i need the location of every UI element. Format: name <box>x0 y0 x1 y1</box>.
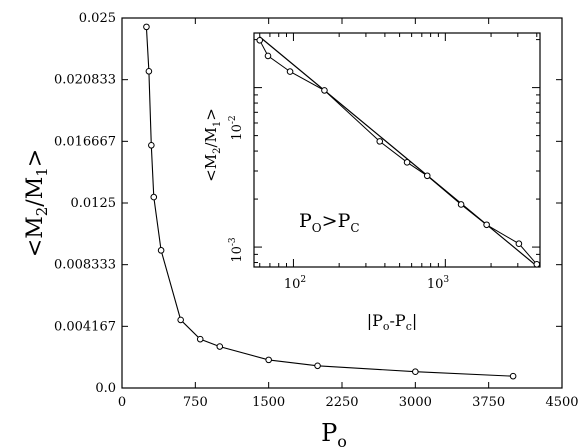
main-data-point <box>265 356 272 364</box>
main-x-tick-label: 2250 <box>325 395 358 410</box>
main-data-point <box>196 335 204 343</box>
inset-plot: 102 103 10-2 10-3 |Po-Pc| <M2/M1> PO>PC <box>202 32 541 333</box>
main-y-tick-label: 0.016667 <box>54 134 116 149</box>
main-y-axis-title: <M2/M1> <box>23 149 51 257</box>
inset-data-point <box>423 172 431 180</box>
inset-data-point <box>264 52 272 60</box>
inset-data-point <box>457 201 465 208</box>
main-data-point <box>145 67 153 75</box>
inset-x-axis-title: |Po-Pc| <box>367 311 418 333</box>
main-x-tick-label: 4500 <box>545 395 578 410</box>
main-data-point <box>143 23 150 31</box>
inset-ticks <box>254 33 540 267</box>
inset-fit-line <box>259 36 538 267</box>
main-x-axis-title: Po <box>321 419 347 447</box>
main-data-point <box>509 372 517 380</box>
inset-data-point <box>256 36 264 44</box>
main-data-point <box>150 193 158 201</box>
main-data-point <box>314 362 321 370</box>
inset-y-axis-title: <M2/M1> <box>202 108 223 182</box>
inset-data-point <box>376 138 384 145</box>
inset-data-point <box>403 159 411 166</box>
main-x-tick-label: 1500 <box>252 395 285 410</box>
main-y-tick-label: 0.020833 <box>54 73 116 88</box>
inset-data-point <box>533 260 541 268</box>
main-data-point <box>216 343 224 350</box>
inset-series <box>256 36 541 268</box>
inset-y-tick-label-0.001: 10-3 <box>228 237 245 263</box>
inset-x-tick-label-1000: 103 <box>427 275 450 292</box>
main-y-tick-label: 0.025 <box>79 11 116 26</box>
main-x-tick-label: 750 <box>183 395 208 410</box>
inset-x-tick-label-100: 102 <box>284 275 306 292</box>
main-x-tick-label: 3750 <box>472 395 505 410</box>
inset-data-point <box>286 68 294 75</box>
main-data-point <box>148 141 155 149</box>
main-data-point <box>177 316 184 324</box>
main-data-point <box>157 247 165 254</box>
main-x-tick-label: 0 <box>118 395 126 410</box>
main-y-tick-label: 0.004167 <box>54 319 116 334</box>
main-y-tick-label: 0.008333 <box>54 258 116 273</box>
inset-data-point <box>321 87 328 94</box>
main-x-ticks: 0 750 1500 2250 3000 3750 4500 <box>118 18 578 410</box>
main-data-point <box>412 368 419 376</box>
inset-annotation: PO>PC <box>299 210 360 235</box>
main-series <box>143 23 517 380</box>
inset-data-point <box>483 221 490 229</box>
main-x-tick-label: 3000 <box>399 395 432 410</box>
main-series-line <box>145 26 514 377</box>
main-y-ticks: 0.0 0.004167 0.008333 0.0125 0.016667 0.02083… <box>54 11 562 396</box>
main-y-tick-label: 0.0125 <box>71 196 117 211</box>
main-y-tick-label: 0.0 <box>95 381 116 396</box>
main-plot: 0 750 1500 2250 3000 3750 4500 0.0 0.004167 0.00… <box>23 11 578 447</box>
inset-y-tick-label-0.01: 10-2 <box>228 115 245 140</box>
inset-data-point <box>515 240 523 247</box>
